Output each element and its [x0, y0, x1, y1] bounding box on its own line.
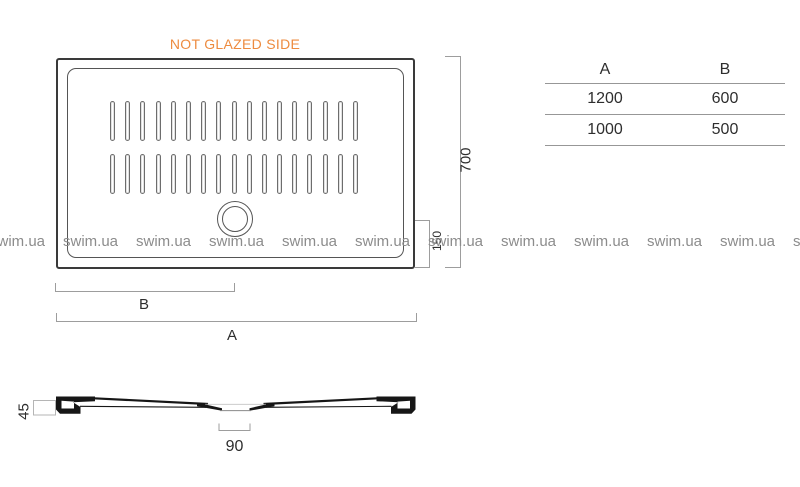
- side-recess-wedge-right: [249, 402, 275, 411]
- side-section-drawing: 45 90: [16, 396, 416, 455]
- side-recess-wedge-left: [197, 402, 222, 411]
- drain-slot: [216, 101, 222, 141]
- dim-label-45: 45: [16, 403, 33, 420]
- drain-slot: [155, 154, 161, 194]
- drain-slot: [201, 101, 207, 141]
- drain-slot: [185, 154, 191, 194]
- drain-slot: [292, 154, 298, 194]
- drain-slot: [307, 154, 313, 194]
- drain-slot: [140, 101, 146, 141]
- drain-slot: [140, 154, 146, 194]
- size-table-cell: 1200: [587, 90, 623, 107]
- drain-slot: [170, 101, 176, 141]
- drain-slot: [322, 154, 328, 194]
- side-deck-bottom-left: [79, 405, 207, 408]
- watermark: swim.ua: [793, 233, 800, 250]
- side-deck-top-right: [263, 397, 378, 406]
- watermark: swim.ua: [720, 233, 776, 250]
- drain-slot: [307, 101, 313, 141]
- size-table-col-a: A: [599, 60, 611, 78]
- dim-label-a: A: [226, 327, 238, 344]
- drain-slot-row: [110, 154, 358, 194]
- size-table-row: 1200 600: [545, 84, 785, 115]
- dim-label-700: 700: [457, 147, 475, 173]
- drain-outer-circle: [217, 201, 253, 237]
- watermark: swim.ua: [0, 233, 46, 250]
- not-glazed-side-label: NOT GLAZED SIDE: [169, 36, 301, 52]
- size-table-row: 1000 500: [545, 115, 785, 146]
- dim-line-drain-width-90: [218, 423, 251, 431]
- watermark: swim.ua: [501, 233, 557, 250]
- drain-slot-row: [110, 101, 358, 141]
- size-table-cell: 500: [711, 121, 739, 138]
- drain-slot: [246, 101, 252, 141]
- size-table: A B 1200 600 1000 500: [545, 56, 785, 146]
- drain-slot: [231, 154, 237, 194]
- dim-label-b: B: [138, 296, 150, 313]
- dim-label-90: 90: [226, 438, 244, 455]
- size-table-cell: 600: [711, 90, 739, 107]
- side-rim-left: [56, 396, 95, 414]
- dim-line-height-45: [33, 400, 56, 416]
- drain-slot: [337, 154, 343, 194]
- dim-line-width-a: [56, 313, 417, 322]
- size-table-cell: 1000: [587, 121, 623, 138]
- watermark: swim.ua: [574, 233, 630, 250]
- shower-tray-side-view: 45 90: [0, 380, 460, 470]
- dim-label-150: 150: [430, 230, 444, 252]
- drain-slot: [110, 101, 115, 141]
- drain-slot: [201, 154, 207, 194]
- size-table-col-b: B: [719, 60, 731, 78]
- drain-slot: [185, 101, 191, 141]
- drain-slot: [261, 154, 267, 194]
- drain-slot: [155, 101, 161, 141]
- drain-slot: [216, 154, 222, 194]
- drain-slot: [353, 154, 358, 194]
- side-rim-right: [376, 396, 416, 414]
- dim-line-height-700: [445, 56, 461, 268]
- drain-slot: [337, 101, 343, 141]
- drain-slot: [292, 101, 298, 141]
- drain-slot: [125, 101, 131, 141]
- drain-slot: [261, 101, 267, 141]
- drain-slot: [277, 101, 283, 141]
- dim-line-drain-offset-150: [415, 220, 430, 268]
- watermark: swim.ua: [647, 233, 703, 250]
- drain-slot: [231, 101, 237, 141]
- side-deck-bottom-right: [265, 405, 392, 408]
- drain-inner-circle: [222, 206, 248, 232]
- drain-slot: [353, 101, 358, 141]
- drain-slot: [277, 154, 283, 194]
- drain-slot: [246, 154, 252, 194]
- drain-slot: [170, 154, 176, 194]
- drain-slot: [125, 154, 131, 194]
- drain-slot: [110, 154, 115, 194]
- dim-line-width-b: [55, 283, 235, 292]
- drain-slot: [322, 101, 328, 141]
- tray-inner-edge: [67, 68, 404, 258]
- side-deck-top-left: [93, 397, 209, 406]
- size-table-header-row: A B: [545, 56, 785, 84]
